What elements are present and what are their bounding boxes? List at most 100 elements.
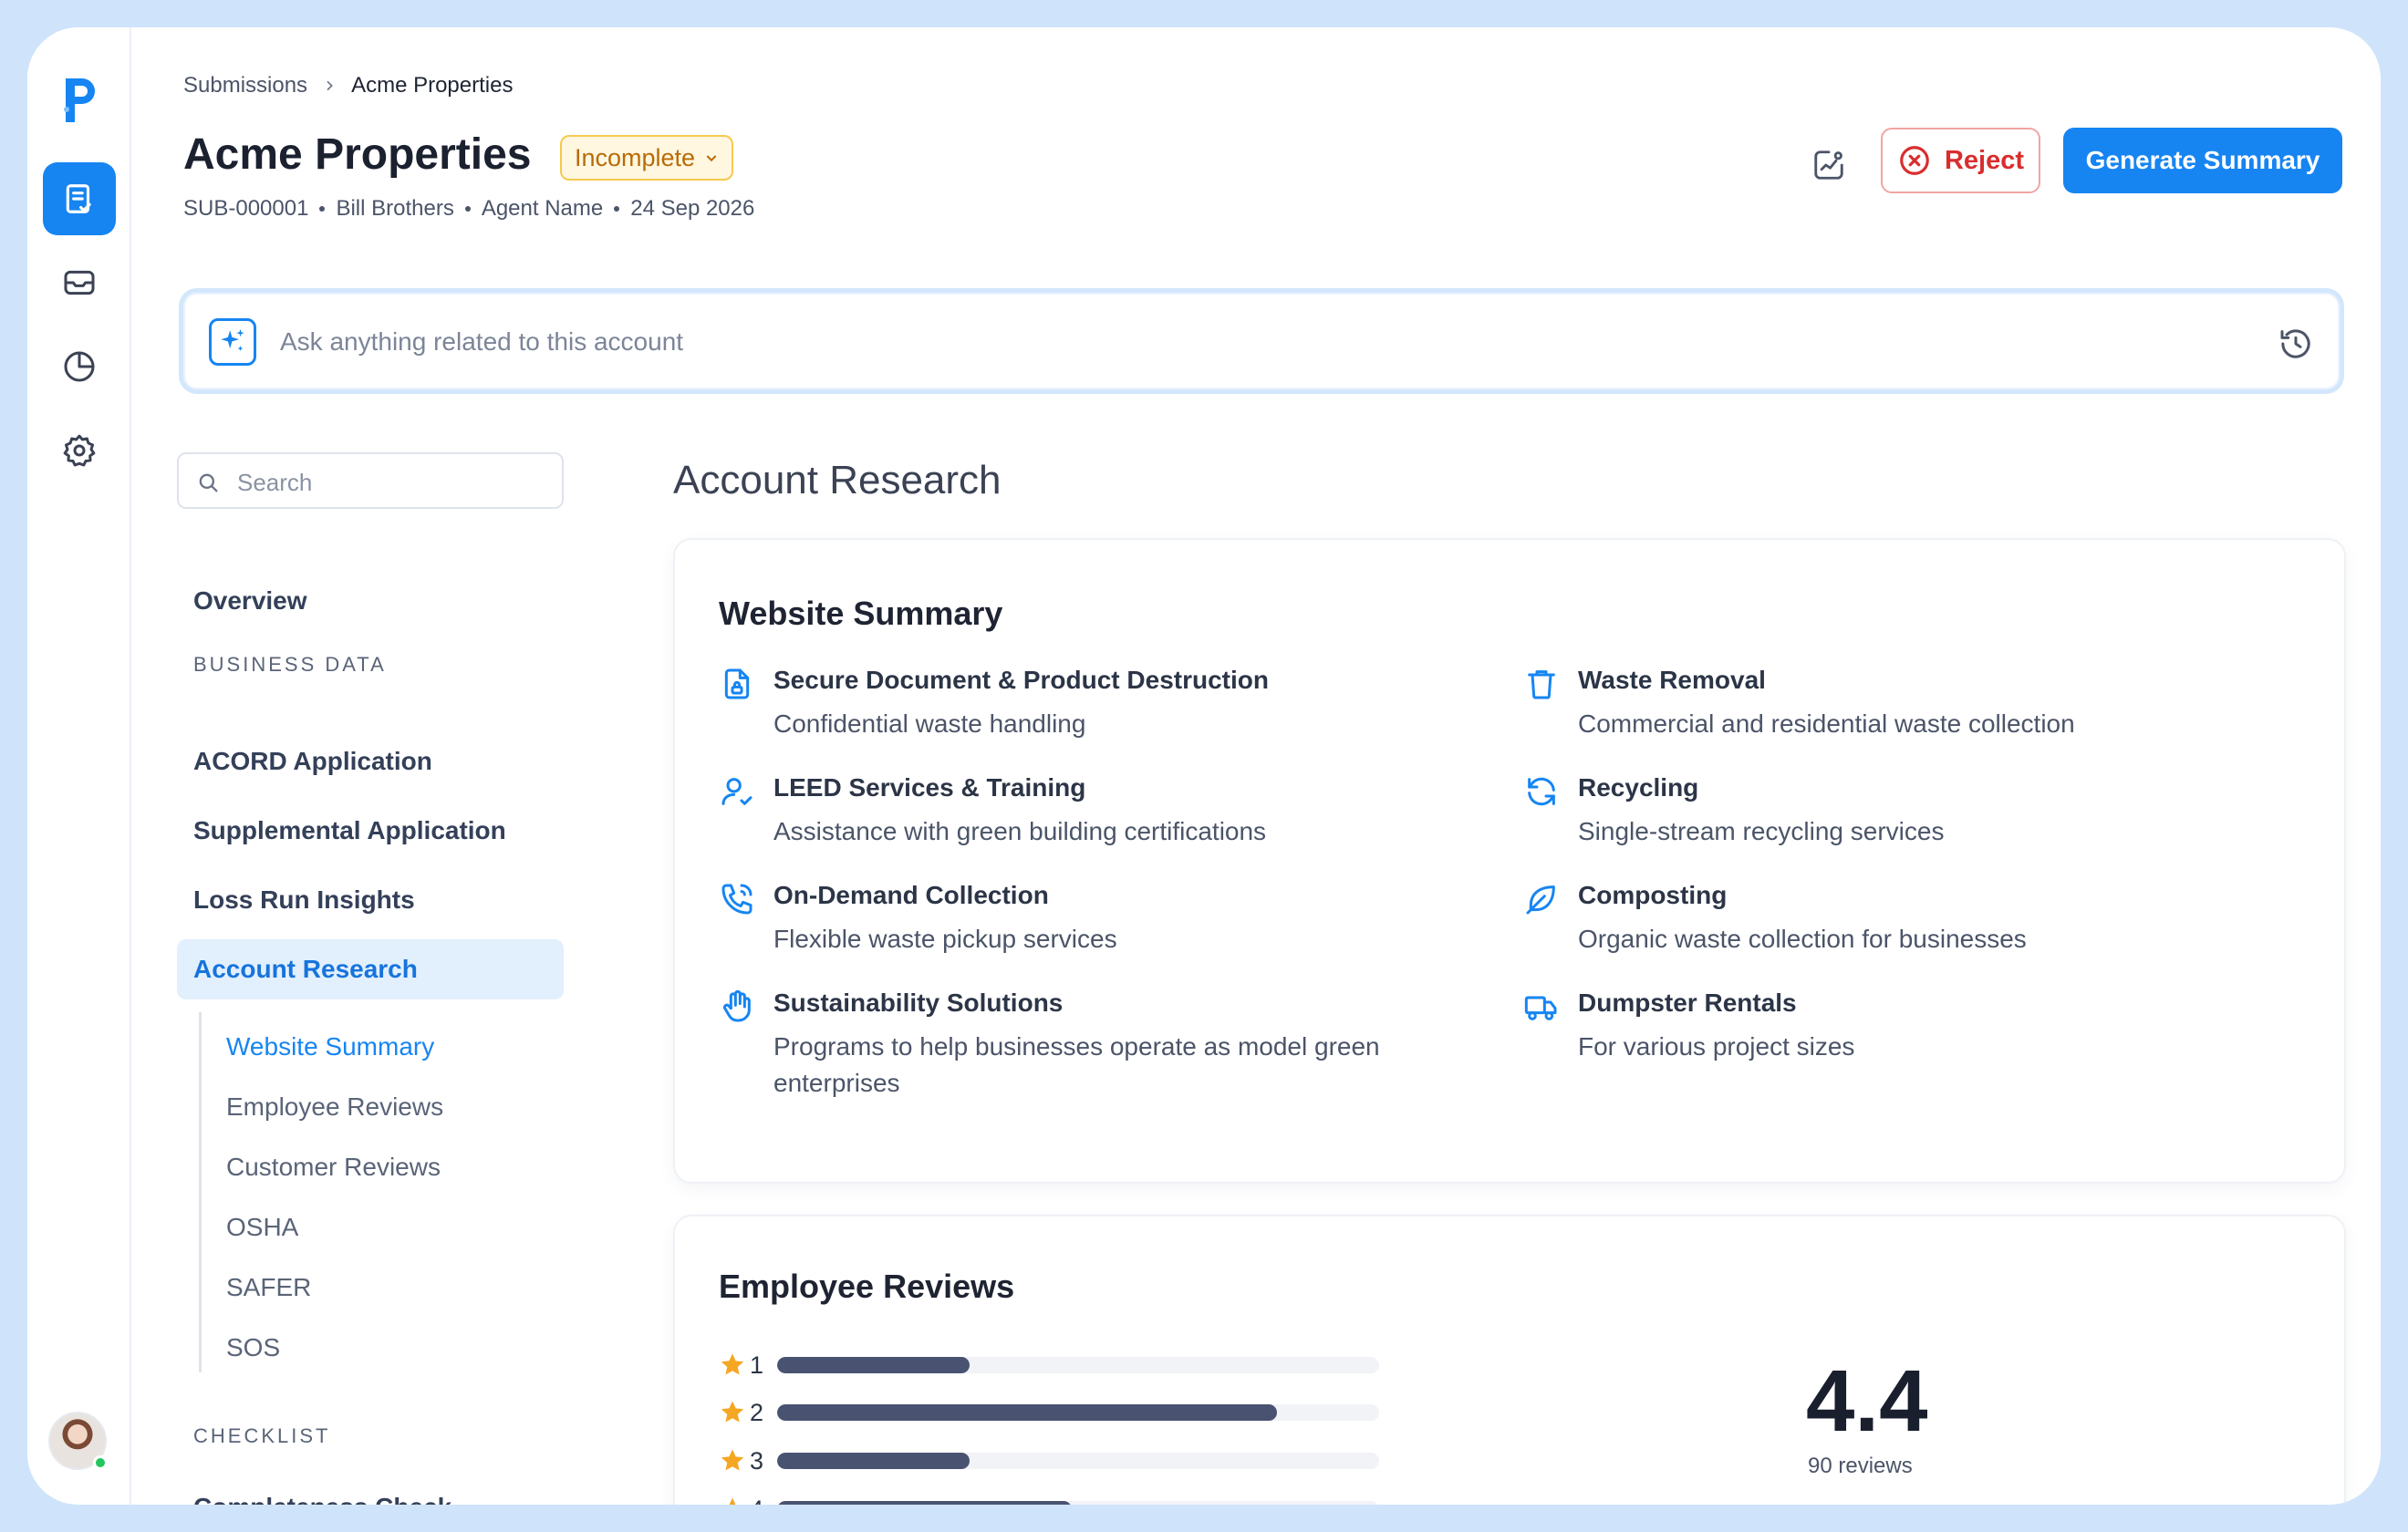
agent-name: Agent Name [481,196,604,221]
subnav-safer[interactable]: SAFER [226,1273,312,1301]
section-title: Account Research [673,458,1002,502]
rating-bar-track [777,1357,1379,1373]
service-description: Assistance with green building certifica… [773,817,1267,845]
rating-bar-row: 1 [719,1350,1379,1381]
service-description: Programs to help businesses operate as m… [773,1032,1380,1097]
rating-bar-fill [777,1453,970,1469]
trash-icon [1528,670,1555,699]
insured-name: Bill Brothers [336,196,454,221]
rating-bar-label: 2 [750,1398,764,1426]
submission-date: 24 Sep 2026 [630,196,755,221]
document-lock-icon [724,668,750,699]
separator-dot [319,206,326,212]
service-name: Dumpster Rentals [1578,989,1797,1017]
insights-button[interactable] [1806,142,1852,188]
logo-icon [64,78,95,122]
breadcrumb: Submissions Acme Properties [183,73,513,98]
service-name: Secure Document & Product Destruction [773,666,1269,694]
status-badge-label: Incomplete [575,143,696,171]
rating-bar-fill [777,1501,1073,1505]
chevron-right-icon [327,80,333,91]
overall-rating: 4.4 [1806,1352,1928,1450]
document-check-icon [66,184,91,213]
service-name: LEED Services & Training [773,773,1086,802]
service-description: Organic waste collection for businesses [1578,925,2027,953]
subnav-customer-reviews[interactable]: Customer Reviews [226,1153,441,1181]
settings-nav-button[interactable] [43,414,116,487]
breadcrumb-submissions-link[interactable]: Submissions [183,73,308,98]
ask-ai-bar[interactable]: Ask anything related to this account [179,288,2344,394]
employee-reviews-card: Employee Reviews 1 2 3 4 4.4 90 reviews [673,1215,2346,1505]
phone-icon [721,884,752,915]
nav-completeness-check[interactable]: Completeness Check [177,1477,564,1505]
breadcrumb-current: Acme Properties [351,73,514,98]
rating-bar-label: 1 [750,1351,764,1379]
rating-bar-row: 3 [719,1445,1379,1476]
close-circle-icon [1900,146,1929,175]
reject-button[interactable]: Reject [1881,128,2040,193]
subnav-website-summary[interactable]: Website Summary [226,1032,435,1061]
separator-dot [614,206,620,212]
star-icon [721,1449,744,1471]
user-check-icon [721,778,752,805]
website-summary-card: Website Summary Secure Document & Produc… [673,538,2346,1184]
page-title: Acme Properties [183,130,532,179]
rating-bar-row: 4 [719,1494,1379,1505]
gear-icon [63,434,96,467]
submissions-nav-button[interactable] [43,162,116,235]
service-description: Single-stream recycling services [1578,817,1945,845]
service-description: Flexible waste pickup services [773,925,1117,953]
card-title: Employee Reviews [719,1268,1015,1305]
inbox-icon [64,270,95,295]
subnav-line [199,1012,202,1372]
nav-overview[interactable]: Overview [193,586,307,615]
service-name: Sustainability Solutions [773,989,1064,1017]
history-icon[interactable] [2278,326,2314,362]
search-input[interactable]: Search [177,452,564,509]
reject-label: Reject [1944,145,2025,175]
leaf-icon [1526,885,1555,915]
hand-icon [722,989,751,1022]
pie-chart-icon [64,351,95,382]
nav-loss-run-insights[interactable]: Loss Run Insights [193,885,415,914]
section-label-checklist: CHECKLIST [193,1424,331,1447]
rating-bar-fill [777,1357,970,1373]
subnav-osha[interactable]: OSHA [226,1213,299,1241]
service-description: Confidential waste handling [773,709,1086,738]
rating-bar-fill [777,1404,1277,1421]
status-dropdown[interactable]: Incomplete [560,135,734,181]
service-name: Composting [1578,881,1728,909]
chart-spark-icon [1814,150,1843,180]
online-status-dot [93,1455,108,1470]
rating-bar-track [777,1404,1379,1421]
inbox-nav-button[interactable] [43,246,116,319]
star-icon [729,1497,736,1505]
rating-bar-label: 3 [750,1446,764,1475]
search-placeholder: Search [237,469,313,496]
recycle-icon [1528,777,1555,806]
submission-meta: SUB-000001 Bill Brothers Agent Name 24 S… [183,196,754,222]
section-label-business-data: BUSINESS DATA [193,653,387,676]
review-count: 90 reviews [1808,1454,1913,1478]
chevron-down-icon [706,155,717,162]
search-icon [199,473,218,492]
nav-account-research[interactable]: Account Research [177,939,564,999]
service-name: Recycling [1578,773,1699,802]
nav-supplemental-application[interactable]: Supplemental Application [193,816,506,844]
service-description: For various project sizes [1578,1032,1855,1061]
sparkle-icon [209,318,256,366]
truck-icon [1524,996,1557,1020]
subnav-sos[interactable]: SOS [226,1333,281,1361]
star-icon [721,1353,744,1375]
nav-acord-application[interactable]: ACORD Application [193,747,432,775]
rating-bar-track [777,1501,1379,1505]
card-title: Website Summary [719,595,1003,632]
generate-summary-button[interactable]: Generate Summary [2063,128,2342,193]
service-name: On-Demand Collection [773,881,1049,909]
analytics-nav-button[interactable] [43,330,116,403]
star-icon [721,1401,744,1423]
service-description: Commercial and residential waste collect… [1578,709,2075,738]
rating-bar-track [777,1453,1379,1469]
ask-ai-input[interactable]: Ask anything related to this account [280,327,684,356]
subnav-employee-reviews[interactable]: Employee Reviews [226,1092,444,1121]
